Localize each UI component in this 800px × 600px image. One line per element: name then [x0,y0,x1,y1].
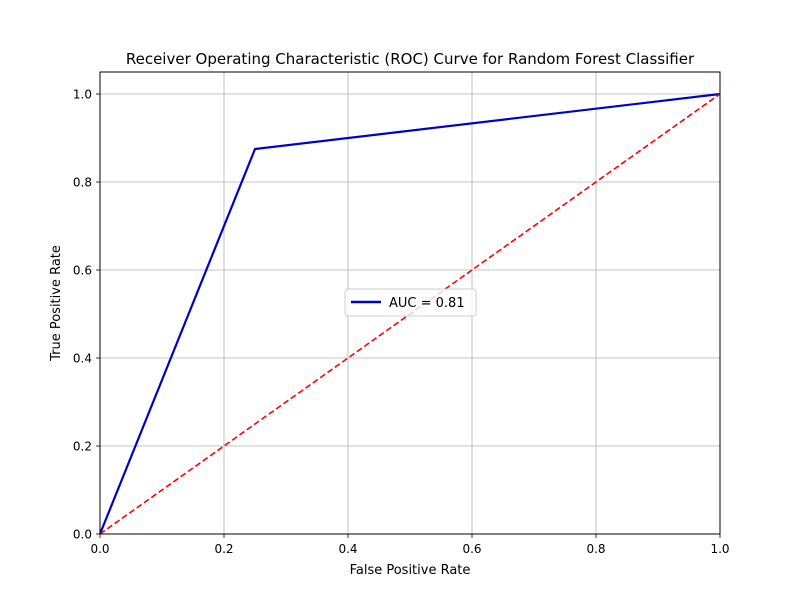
x-tick-label: 1.0 [710,542,729,556]
plot-frame [99,71,721,535]
y-tick-label: 0.0 [73,528,92,542]
y-tick-label: 0.2 [73,440,92,454]
chart-title: Receiver Operating Characteristic (ROC) … [126,50,695,68]
x-tick-label: 0.6 [462,542,481,556]
y-tick-label: 0.8 [73,176,92,190]
y-tick-label: 0.4 [73,352,92,366]
x-tick-label: 0.0 [90,542,109,556]
roc-curve-line [98,92,721,535]
y-tick-label: 1.0 [73,88,92,102]
y-tick-label: 0.6 [73,264,92,278]
x-tick-label: 0.4 [338,542,357,556]
legend-label-auc: AUC = 0.81 [389,296,465,311]
x-tick-label: 0.8 [586,542,605,556]
x-axis-label: False Positive Rate [350,563,471,578]
x-axis-ticks: 0.0 0.2 0.4 0.6 0.8 1.0 [90,534,730,556]
x-tick-label: 0.2 [214,542,233,556]
legend: AUC = 0.81 [344,288,477,317]
y-axis-label: True Positive Rate [49,245,64,362]
legend-box [344,288,477,317]
y-axis-ticks: 0.0 0.2 0.4 0.6 0.8 1.0 [73,88,100,542]
